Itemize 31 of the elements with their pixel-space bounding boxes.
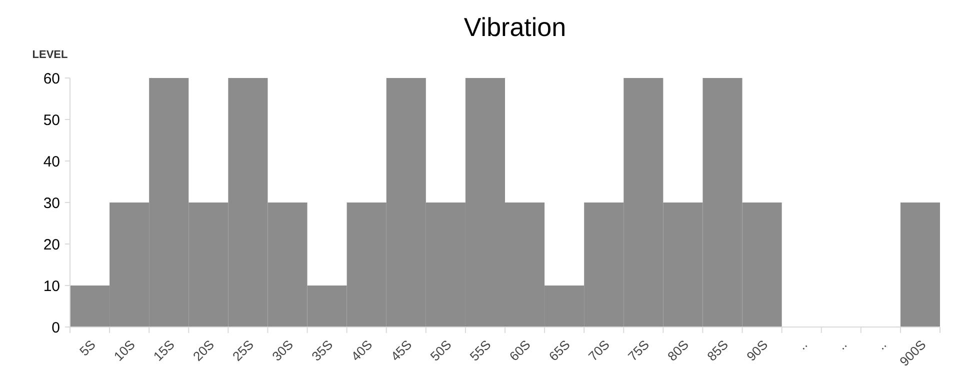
x-tick-label: 65S	[546, 336, 574, 364]
x-tick-label: ..	[794, 336, 810, 353]
y-tick-label: 0	[52, 319, 60, 336]
y-tick-label: 30	[43, 194, 60, 212]
y-tick-label: 50	[43, 112, 60, 129]
x-tick-label: 10S	[110, 336, 138, 364]
x-tick-label: 20S	[190, 336, 218, 364]
y-tick-label: 40	[43, 153, 60, 170]
x-tick-label: 50S	[427, 336, 454, 364]
x-tick-label: 90S	[744, 336, 771, 364]
x-tick-label: 80S	[664, 336, 692, 364]
y-tick-label: 10	[43, 278, 60, 295]
x-tick-label: 35S	[308, 336, 336, 364]
x-tick-label: 15S	[150, 336, 178, 364]
x-tick-label: 75S	[624, 336, 652, 364]
x-tick-label: ..	[874, 336, 890, 353]
x-tick-label: 25S	[230, 336, 257, 364]
x-tick-label: 45S	[388, 336, 415, 364]
bar	[900, 202, 940, 327]
x-tick-label: 60S	[506, 336, 534, 364]
x-tick-label: 5S	[76, 336, 99, 359]
y-tick-label: 60	[43, 70, 60, 88]
x-tick-label: 55S	[466, 336, 494, 364]
x-tick-label: 40S	[348, 336, 376, 364]
x-tick-label: ..	[834, 336, 850, 353]
y-axis-title: LEVEL	[32, 49, 68, 61]
x-tick-label: 85S	[704, 336, 732, 364]
y-tick-label: 20	[43, 236, 60, 254]
x-tick-label: 70S	[585, 336, 613, 364]
chart-title: Vibration	[464, 12, 566, 42]
x-tick-label: 30S	[269, 336, 296, 364]
